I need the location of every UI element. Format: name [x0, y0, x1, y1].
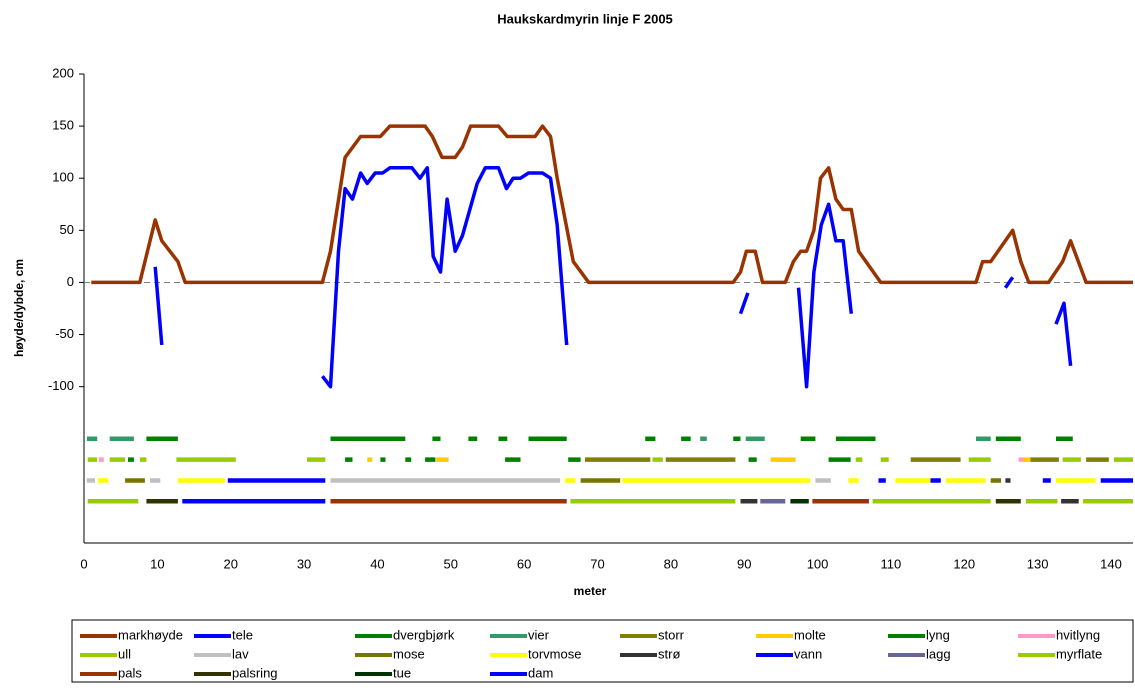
x-tick-label: 20: [223, 556, 237, 571]
legend-label: hvitlyng: [1056, 627, 1100, 642]
legend-box: [71, 619, 1134, 683]
legend-label: ull: [118, 646, 131, 661]
legend-label: tue: [393, 665, 411, 680]
legend-label: vier: [528, 627, 550, 642]
legend-label: pals: [118, 665, 142, 680]
legend-label: lav: [232, 646, 249, 661]
legend-label: tele: [232, 627, 253, 642]
x-tick-label: 40: [370, 556, 384, 571]
legend-label: molte: [794, 627, 826, 642]
legend-label: mose: [393, 646, 425, 661]
chart-title: Haukskardmyrin linje F 2005: [497, 11, 673, 26]
y-tick-label: 150: [52, 118, 74, 133]
y-tick-label: 100: [52, 170, 74, 185]
series-line: [91, 124, 1133, 285]
legend-label: myrflate: [1056, 646, 1102, 661]
x-axis-label: meter: [574, 584, 607, 598]
legend-label: lagg: [926, 646, 951, 661]
x-tick-label: 70: [590, 556, 604, 571]
y-tick-label: 0: [67, 274, 74, 289]
legend-label: dvergbjørk: [393, 627, 455, 642]
legend-label: storr: [658, 627, 685, 642]
legend-label: palsring: [232, 665, 278, 680]
y-tick-label: -50: [55, 326, 74, 341]
legend-label: vann: [794, 646, 822, 661]
series-line: [740, 478, 1079, 504]
x-tick-label: 90: [737, 556, 751, 571]
legend-label: strø: [658, 646, 680, 661]
x-tick-label: 120: [953, 556, 975, 571]
x-tick-label: 10: [150, 556, 164, 571]
y-axis-label: høyde/dybde, cm: [12, 259, 26, 357]
x-tick-label: 60: [517, 556, 531, 571]
x-tick-label: 0: [80, 556, 87, 571]
y-tick-label: -100: [48, 378, 74, 393]
x-tick-label: 130: [1027, 556, 1049, 571]
x-tick-label: 30: [297, 556, 311, 571]
y-tick-label: 50: [60, 222, 74, 237]
legend-label: lyng: [926, 627, 950, 642]
y-tick-label: 200: [52, 65, 74, 80]
x-tick-label: 110: [881, 556, 902, 571]
x-tick-label: 100: [807, 556, 829, 571]
legend-label: dam: [528, 665, 553, 680]
series-line: [153, 166, 1073, 389]
x-tick-label: 140: [1100, 556, 1122, 571]
x-tick-label: 50: [444, 556, 458, 571]
legend-label: torvmose: [528, 646, 581, 661]
legend-label: markhøyde: [118, 627, 183, 642]
x-tick-label: 80: [664, 556, 678, 571]
